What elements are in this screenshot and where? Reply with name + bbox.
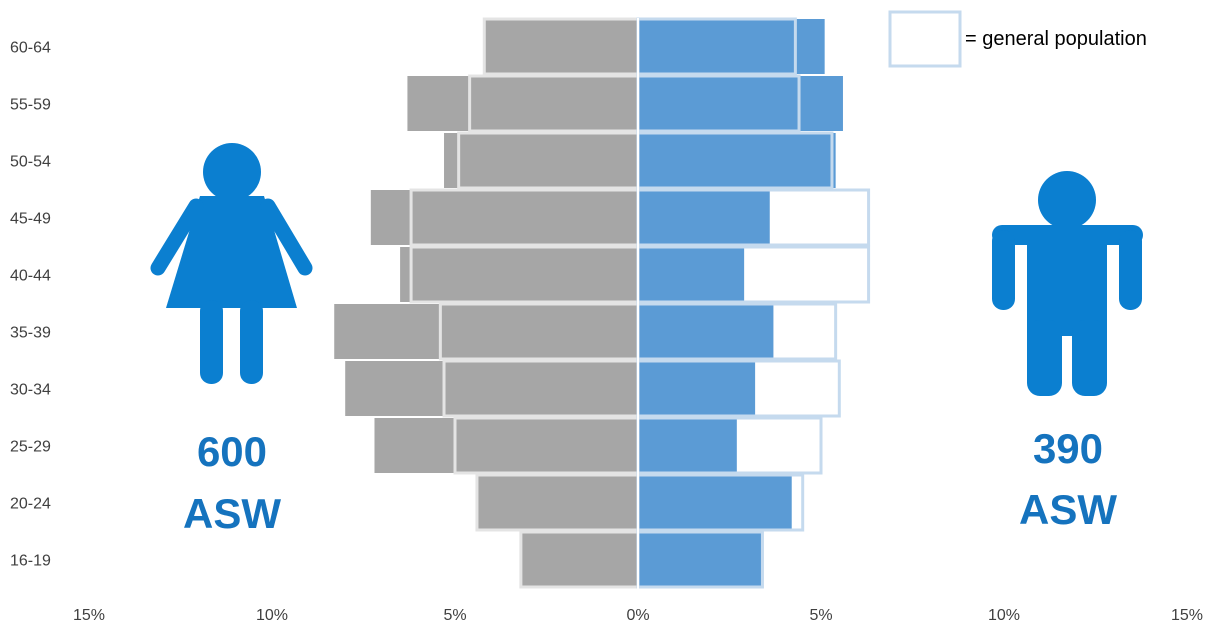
- women-bar: [374, 418, 638, 473]
- men-bar: [638, 247, 745, 302]
- age-group-tick-label: 40-44: [10, 268, 51, 285]
- x-tick-label: 10%: [988, 607, 1020, 624]
- women-bar: [334, 304, 638, 359]
- age-group-tick-label: 55-59: [10, 97, 51, 114]
- age-group-tick-label: 60-64: [10, 40, 51, 57]
- men-bar: [638, 190, 770, 245]
- x-tick-label: 5%: [443, 607, 466, 624]
- right-group-label: ASW: [1019, 486, 1117, 533]
- age-group-tick-label: 35-39: [10, 325, 51, 342]
- women-bar: [370, 190, 638, 245]
- men-bar: [638, 532, 763, 587]
- men-bar: [638, 304, 774, 359]
- age-group-tick-label: 16-19: [10, 553, 51, 570]
- age-group-tick-label: 20-24: [10, 496, 51, 513]
- men-bar: [638, 418, 737, 473]
- x-tick-label: 15%: [73, 607, 105, 624]
- x-tick-label: 0%: [626, 607, 649, 624]
- men-bar: [638, 133, 836, 188]
- women-bar: [484, 19, 638, 74]
- left-group-count: 600: [197, 428, 267, 475]
- men-bar: [638, 475, 792, 530]
- woman-icon: [150, 143, 313, 384]
- women-bar: [476, 475, 638, 530]
- right-group-count: 390: [1033, 425, 1103, 472]
- age-group-labels: 16-19 20-24 25-29 30-34 35-39 40-44 45-49 50-54…: [10, 40, 51, 570]
- women-bars: [334, 19, 638, 587]
- men-bar: [638, 19, 825, 74]
- women-bar: [407, 76, 638, 131]
- x-tick-label: 10%: [256, 607, 288, 624]
- men-bars: [638, 19, 843, 587]
- men-bar: [638, 76, 843, 131]
- legend-label: = general population: [965, 28, 1147, 50]
- age-group-tick-label: 45-49: [10, 211, 51, 228]
- age-group-tick-label: 50-54: [10, 154, 51, 171]
- x-tick-label: 5%: [809, 607, 832, 624]
- legend-swatch: [888, 10, 962, 68]
- age-group-tick-label: 30-34: [10, 382, 51, 399]
- x-axis-tick-labels: 15% 10% 5% 0% 5% 10% 15%: [73, 607, 1203, 624]
- x-tick-label: 15%: [1171, 607, 1203, 624]
- age-group-tick-label: 25-29: [10, 439, 51, 456]
- men-bar: [638, 361, 756, 416]
- man-icon: [992, 171, 1143, 396]
- women-bar: [520, 532, 638, 587]
- left-group-label: ASW: [183, 490, 281, 537]
- women-bar: [345, 361, 638, 416]
- women-bar: [444, 133, 638, 188]
- women-bar: [400, 247, 638, 302]
